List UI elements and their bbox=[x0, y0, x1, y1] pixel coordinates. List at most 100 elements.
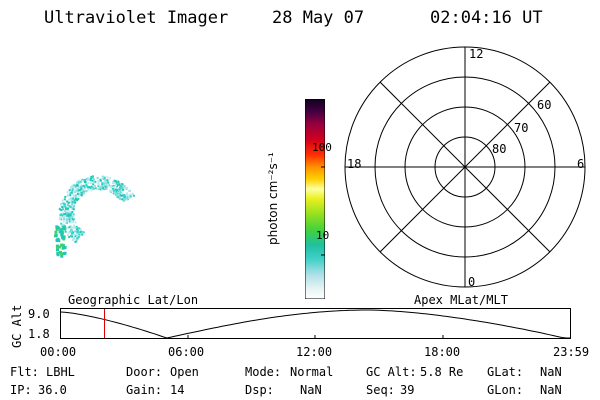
aurora-pixel bbox=[72, 196, 75, 199]
aurora-pixel bbox=[56, 252, 60, 255]
aurora-pixel bbox=[78, 233, 81, 236]
timeline-xtick-1800: 18:00 bbox=[424, 345, 461, 359]
aurora-pixel bbox=[103, 180, 106, 183]
aurora-pixel bbox=[82, 192, 85, 195]
aurora-pixel bbox=[112, 192, 115, 195]
aurora-pixel bbox=[102, 178, 105, 180]
aurora-pixel bbox=[115, 181, 118, 184]
colorbar-unit-label: photon cm⁻²s⁻¹ bbox=[266, 152, 280, 245]
glat-value: NaN bbox=[540, 365, 562, 379]
aurora-pixel bbox=[69, 206, 72, 208]
aurora-pixel bbox=[120, 184, 123, 187]
aurora-points bbox=[54, 175, 135, 258]
aurora-pixel bbox=[57, 239, 61, 243]
aurora-pixel bbox=[60, 252, 64, 256]
aurora-pixel bbox=[80, 194, 83, 197]
aurora-pixel bbox=[106, 179, 109, 182]
aurora-pixel bbox=[75, 193, 77, 196]
aurora-pixel bbox=[93, 178, 95, 181]
gain-label: Gain: bbox=[126, 383, 163, 397]
polar-label-0: 0 bbox=[468, 275, 476, 289]
aurora-pixel bbox=[102, 187, 104, 190]
aurora-pixel bbox=[60, 209, 63, 211]
aurora-pixel bbox=[70, 233, 73, 236]
aurora-pixel bbox=[82, 191, 85, 194]
aurora-pixel bbox=[76, 191, 79, 194]
dsp-value: NaN bbox=[300, 383, 322, 397]
polar-label-lat-80: 80 bbox=[492, 142, 507, 156]
aurora-pixel bbox=[117, 196, 120, 199]
aurora-pixel bbox=[76, 181, 79, 184]
aurora-pixel bbox=[93, 185, 96, 188]
aurora-pixel bbox=[72, 206, 75, 209]
aurora-pixel bbox=[120, 182, 122, 185]
time-label: 02:04:16 UT bbox=[430, 8, 543, 28]
aurora-pixel bbox=[76, 187, 79, 190]
aurora-pixel bbox=[70, 199, 73, 201]
aurora-pixel bbox=[103, 177, 106, 180]
aurora-pixel bbox=[69, 225, 72, 227]
aurora-pixel bbox=[114, 191, 117, 194]
aurora-pixel bbox=[68, 218, 71, 221]
aurora-pixel bbox=[67, 207, 70, 210]
polar-plot bbox=[344, 46, 586, 288]
aurora-pixel bbox=[82, 190, 85, 193]
aurora-pixel bbox=[71, 206, 74, 209]
aurora-pixel bbox=[116, 188, 119, 191]
aurora-pixel bbox=[63, 204, 66, 207]
aurora-pixel bbox=[77, 197, 80, 200]
aurora-pixel bbox=[97, 181, 100, 184]
aurora-pixel bbox=[117, 190, 120, 193]
aurora-pixel bbox=[56, 248, 59, 252]
aurora-pixel bbox=[63, 246, 67, 249]
aurora-pixel bbox=[81, 189, 84, 192]
aurora-pixel bbox=[96, 177, 99, 179]
aurora-pixel bbox=[112, 189, 115, 192]
aurora-pixel bbox=[57, 245, 61, 249]
aurora-pixel bbox=[75, 187, 78, 190]
aurora-pixel bbox=[75, 186, 78, 189]
aurora-pixel bbox=[75, 198, 77, 200]
aurora-pixel bbox=[74, 235, 77, 238]
aurora-pixel bbox=[120, 186, 123, 189]
aurora-pixel bbox=[111, 189, 114, 192]
aurora-pixel bbox=[92, 181, 95, 184]
glon-value: NaN bbox=[540, 383, 562, 397]
aurora-pixel bbox=[114, 187, 117, 190]
aurora-pixel bbox=[72, 203, 75, 206]
aurora-pixel bbox=[82, 184, 85, 187]
timeline-right-title: Apex MLat/MLT bbox=[414, 293, 508, 307]
aurora-pixel bbox=[104, 183, 107, 186]
aurora-pixel bbox=[64, 230, 67, 233]
aurora-pixel bbox=[94, 180, 97, 183]
aurora-pixel bbox=[80, 184, 83, 187]
seq-value: 39 bbox=[400, 383, 415, 397]
aurora-pixel bbox=[132, 194, 135, 197]
aurora-pixel bbox=[125, 198, 128, 201]
aurora-pixel bbox=[61, 216, 64, 219]
timeline-xtick-1200: 12:00 bbox=[296, 345, 333, 359]
door-label: Door: bbox=[126, 365, 163, 379]
timeline-xtick-0000: 00:00 bbox=[40, 345, 77, 359]
aurora-pixel bbox=[66, 191, 69, 194]
aurora-pixel bbox=[92, 186, 95, 189]
aurora-pixel bbox=[69, 230, 71, 233]
aurora-pixel bbox=[64, 215, 67, 218]
aurora-pixel bbox=[79, 228, 82, 231]
aurora-pixel bbox=[70, 235, 73, 237]
ip-label: IP: bbox=[10, 383, 32, 397]
aurora-pixel bbox=[125, 192, 128, 195]
aurora-pixel bbox=[59, 216, 62, 219]
aurora-pixel bbox=[97, 183, 100, 186]
aurora-pixel bbox=[73, 186, 76, 188]
aurora-pixel bbox=[101, 188, 104, 191]
aurora-pixel bbox=[65, 222, 68, 224]
aurora-pixel bbox=[73, 184, 76, 187]
aurora-pixel bbox=[64, 214, 67, 217]
aurora-pixel bbox=[108, 189, 111, 192]
aurora-pixel bbox=[97, 184, 100, 187]
aurora-pixel bbox=[118, 183, 121, 186]
aurora-pixel bbox=[72, 193, 75, 196]
aurora-pixel bbox=[78, 189, 81, 192]
aurora-pixel bbox=[68, 205, 71, 208]
